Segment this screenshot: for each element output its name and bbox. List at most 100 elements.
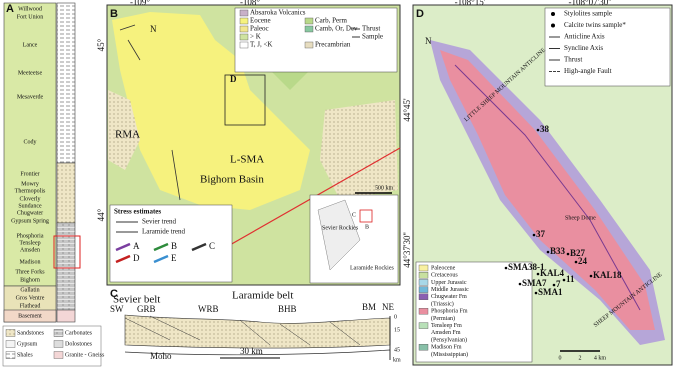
sample-label: 38 [540, 124, 550, 134]
latitude-label: 45° [96, 38, 106, 51]
lithology-name: Sandstones [17, 330, 45, 336]
lithology-name: Dolostones [65, 341, 93, 347]
sample-label: SMA1 [538, 287, 563, 297]
legend-swatch [304, 17, 314, 25]
absaroka [108, 90, 140, 170]
formation-name: Fort Union [17, 14, 44, 20]
unit-swatch [418, 264, 429, 272]
section-line [199, 147, 401, 263]
moho-line [124, 349, 391, 356]
sample-point [536, 128, 540, 132]
unit-label: (Triassic) [431, 300, 454, 307]
latitude-label: 44°37'30'' [402, 232, 412, 268]
formation-name: Gypsum Spring [11, 218, 49, 224]
lithology-swatch [5, 351, 16, 359]
sample-label: 7 [556, 279, 561, 289]
lithology-name: Carbonates [65, 330, 93, 336]
sample-point [552, 283, 556, 287]
sample-point [546, 250, 550, 254]
thrust [119, 24, 181, 201]
unit-label: Paleocene [431, 265, 456, 271]
panel-label: B [110, 8, 118, 20]
sample-label: SMA7 [522, 278, 547, 288]
panel-label: D [416, 8, 424, 20]
scale-label: 0 [559, 355, 562, 361]
sample-label: SMA38-1 [508, 262, 545, 272]
phosphoria [440, 50, 655, 330]
unit-label: Cretaceous [431, 273, 458, 279]
formation-name: Willwood [18, 6, 42, 12]
section-label: WRB [198, 304, 219, 314]
legend-label: Carb, Perm [315, 17, 347, 25]
legend-label: High-angle Fault [564, 67, 612, 75]
place-label: Sheep Dome [565, 215, 596, 221]
map-label: 500 km [375, 185, 394, 191]
sample-point [562, 278, 566, 282]
inset-shape [317, 199, 361, 271]
unit-label: Madison Fm [431, 345, 462, 351]
formation-name: Amsden [20, 247, 40, 253]
site-arrow [115, 242, 131, 252]
stress-title: Stress estimates [114, 208, 161, 216]
latitude-label: 44° [96, 208, 106, 221]
formation-name: Chugwater [17, 210, 43, 216]
site-label: B [171, 241, 177, 251]
formation-name: Gros Ventre [16, 295, 45, 301]
site-label: C [209, 241, 215, 251]
formation-name: Lance [23, 42, 38, 48]
formation-name: Cody [23, 139, 36, 145]
legend-swatch [239, 41, 249, 49]
site-arrow [115, 254, 131, 264]
sample-point [566, 252, 570, 256]
column [3, 2, 57, 287]
unit-swatch [418, 322, 429, 329]
sample-point [589, 274, 593, 278]
legend-d [544, 7, 671, 87]
litho-legend [2, 325, 102, 367]
highlight-box [53, 235, 81, 269]
section-label: 30 km [240, 346, 263, 356]
lithology-swatch [53, 329, 64, 337]
section-label: Moho [150, 351, 172, 361]
legend-label: Stylolites sample [564, 10, 612, 18]
depth-label: 45 [394, 347, 400, 353]
formation-name: Madison [20, 259, 41, 265]
site-label: A [133, 241, 140, 251]
map-label: Laramide Rockies [350, 265, 394, 271]
unit-swatch [418, 293, 429, 300]
legend-label: Syncline Axis [564, 44, 603, 52]
section-label: GRB [137, 304, 156, 314]
unit-label: Middle Jurassic [431, 287, 469, 293]
map-label: N [150, 24, 157, 34]
dotted-region [320, 100, 398, 200]
formation-name: Frontier [20, 171, 39, 177]
map-label: B [365, 224, 369, 230]
map-label: Bighorn Basin [200, 174, 264, 186]
formation-name: Mesaverde [17, 94, 44, 100]
unit-label: Upper Jurassic [431, 280, 467, 286]
legend-swatch [304, 41, 314, 49]
sample-label: 11 [566, 274, 575, 284]
depth-label: 0 [394, 314, 397, 320]
legend-label: Calcite twins sample* [564, 21, 626, 29]
sample-label: 37 [536, 229, 546, 239]
sample-point [574, 260, 578, 264]
lithology-name: Granite - Gneiss [65, 352, 105, 358]
section-label: NE [382, 302, 394, 312]
sample-point [504, 266, 508, 270]
unit-swatch [418, 272, 429, 279]
lithology-name: Shales [17, 352, 33, 358]
anticline-axis [454, 64, 641, 311]
section-label: BM [362, 302, 376, 312]
legend-label: Paleoc [250, 25, 269, 33]
legend-label: Sample [362, 33, 383, 41]
scale-label: 2 [579, 355, 582, 361]
longitude-label: -109° [130, 0, 150, 7]
sample-point [532, 233, 536, 237]
legend-label: Camb, Or, Dev [315, 25, 358, 33]
formation-name: Mowry [21, 181, 39, 187]
map-label: Sevier Rockies [322, 225, 359, 231]
site-arrow [191, 242, 207, 252]
legend-label: Thrust [564, 56, 582, 64]
panel-label: A [6, 3, 14, 15]
